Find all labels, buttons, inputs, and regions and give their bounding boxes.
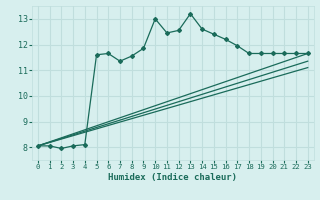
X-axis label: Humidex (Indice chaleur): Humidex (Indice chaleur) bbox=[108, 173, 237, 182]
